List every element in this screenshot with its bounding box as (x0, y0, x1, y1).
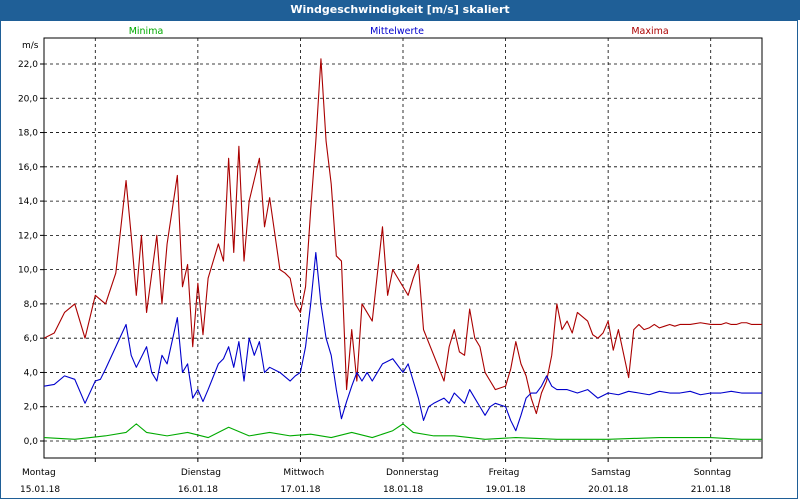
series-line-mittelwerte (43, 251, 762, 432)
x-tick-date: 20.01.18 (588, 485, 628, 495)
window-title: Windgeschwindigkeit [m/s] skaliert (0, 0, 800, 20)
legend-minima: Minima (129, 26, 164, 37)
y-axis-label: m/s (22, 41, 39, 51)
x-tick-date: 19.01.18 (486, 485, 526, 495)
y-tick-label: 16,0 (18, 163, 38, 173)
x-tick-day: Mittwoch (283, 468, 324, 478)
y-tick-label: 18,0 (18, 129, 38, 139)
y-tick-label: 6,0 (24, 334, 39, 344)
x-tick-date: 21.01.18 (691, 485, 731, 495)
legend-mittelwerte: Mittelwerte (370, 26, 424, 37)
grid-lines (43, 37, 763, 459)
x-tick-date: 17.01.18 (280, 485, 320, 495)
series-line-minima (43, 423, 762, 440)
series-lines (43, 58, 762, 440)
series-line-maxima (43, 58, 762, 415)
y-tick-label: 12,0 (18, 231, 38, 241)
y-ticks: 0,0 2,0 4,0 6,0 8,0 10,0 12,0 14,0 16,0 18,0 20,0 2… (18, 60, 44, 447)
y-tick-label: 14,0 (18, 197, 38, 207)
x-tick-day: Sonntag (694, 468, 731, 478)
y-tick-label: 8,0 (24, 300, 39, 310)
x-tick-day: Dienstag (181, 468, 221, 478)
y-tick-label: 0,0 (24, 437, 39, 447)
y-tick-label: 20,0 (18, 94, 38, 104)
x-ticks: Montag 15.01.18 Dienstag 16.01.18 Mittwoch 17… (20, 458, 731, 495)
legend-maxima: Maxima (631, 26, 668, 37)
x-tick-day: Freitag (489, 468, 520, 478)
x-tick-day: Montag (22, 468, 56, 478)
y-tick-label: 2,0 (24, 403, 39, 413)
x-tick-date: 15.01.18 (20, 485, 60, 495)
chart-frame (0, 20, 798, 499)
x-tick-day: Samstag (591, 468, 630, 478)
y-tick-label: 4,0 (24, 368, 39, 378)
y-tick-label: 22,0 (18, 60, 38, 70)
y-tick-label: 10,0 (18, 266, 38, 276)
x-tick-date: 18.01.18 (383, 485, 423, 495)
x-tick-day: Donnerstag (386, 468, 439, 478)
x-tick-date: 16.01.18 (178, 485, 218, 495)
